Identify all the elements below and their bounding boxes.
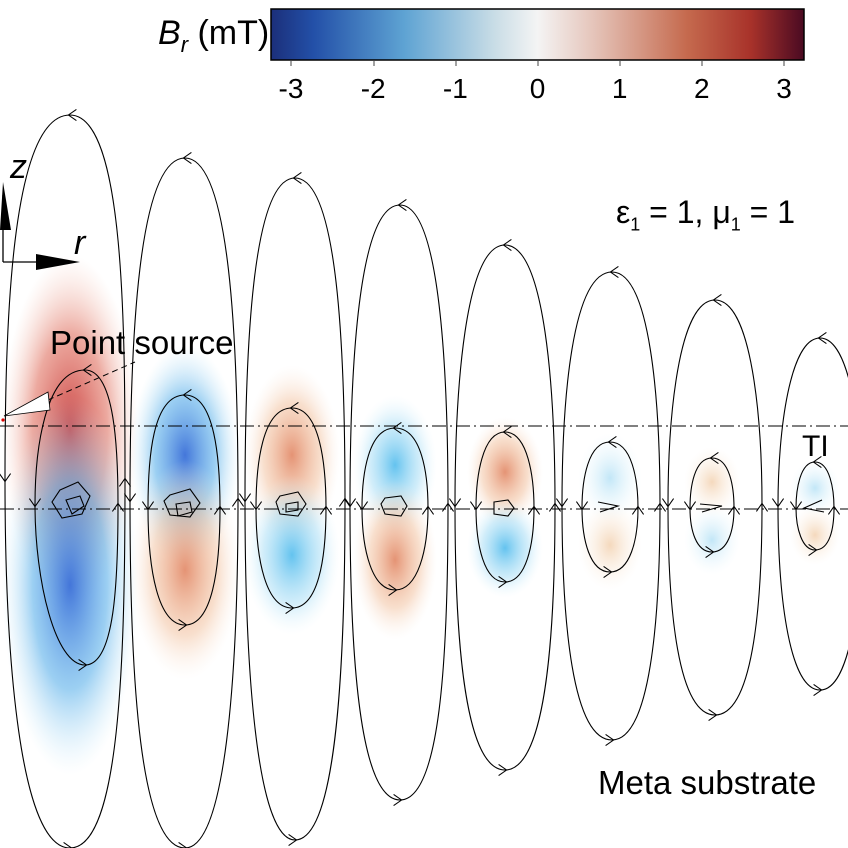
vortex-1: [51, 481, 91, 519]
field-blob-cyan-5: [467, 498, 543, 598]
vortex-4: [380, 495, 408, 517]
coordinate-axes: [0, 182, 80, 270]
vortex-6: [597, 501, 621, 513]
colorbar-tick-label: -1: [442, 73, 468, 104]
field-line-inner-1: [35, 369, 118, 665]
field-blob-orange-6: [578, 500, 642, 590]
field-line-outer-7: [668, 299, 762, 715]
colorbar-tick-label: 3: [776, 73, 792, 104]
colorbar: [270, 8, 805, 66]
field-blob-orange-2: [130, 460, 240, 680]
point-source-dot: [1, 418, 5, 422]
field-line-outer-6: [562, 271, 660, 740]
colorbar-title: Br (mT): [158, 16, 269, 56]
colorbar-tick-label: 1: [611, 73, 628, 104]
field-line-inner-2: [148, 394, 220, 625]
vortex-5: [493, 499, 515, 517]
colorbar-tick-marks: [290, 60, 785, 66]
field-line-outer-4: [350, 204, 448, 800]
r-axis-label: r: [74, 224, 86, 262]
vortex-7: [699, 503, 723, 513]
field-line-outer-3: [245, 177, 345, 840]
field-line-outer-5: [455, 244, 555, 770]
vortex-3: [275, 491, 307, 517]
r-axis-arrowhead: [36, 254, 80, 270]
medium-parameters-label: ε1 = 1, μ1 = 1: [616, 194, 796, 235]
field-blob-orange-4: [353, 480, 437, 640]
field-blob-cyan-7: [684, 505, 740, 575]
colorbar-tick-label: 0: [529, 73, 546, 104]
field-line-inner-6: [582, 441, 638, 572]
field-line-inner-3: [256, 407, 326, 608]
vortex-2: [163, 488, 201, 518]
field-line-outer-2: [130, 157, 238, 848]
meta-substrate-label: Meta substrate: [598, 764, 817, 801]
field-line-inner-7: [690, 457, 734, 552]
colorbar-tick-label: -2: [360, 73, 386, 104]
z-axis-arrowhead: [0, 182, 11, 230]
field-blob-orange-8: [790, 505, 840, 565]
field-line-inner-8: [796, 461, 834, 550]
point-source-dashed-line: [47, 361, 136, 401]
point-source-pointer: [1, 361, 136, 422]
colorbar-unit: (mT): [197, 14, 270, 52]
point-source-arrowhead: [3, 391, 51, 417]
ti-label: TI: [802, 430, 829, 463]
colorbar-quantity: B: [158, 14, 181, 52]
colorbar-tick-label: -3: [278, 73, 304, 104]
field-line-outer-8: [778, 337, 848, 690]
colorbar-tick-label: 2: [694, 73, 710, 104]
field-lines: [5, 114, 848, 848]
colorbar-subscript: r: [180, 31, 189, 57]
field-line-inner-4: [362, 427, 428, 590]
field-line-inner-5: [476, 431, 534, 582]
colorbar-gradient: [270, 8, 805, 61]
point-source-label: Point source: [50, 324, 234, 361]
z-axis-label: z: [10, 148, 27, 186]
vortex-8: [802, 499, 825, 513]
field-line-outer-1: [5, 114, 125, 848]
